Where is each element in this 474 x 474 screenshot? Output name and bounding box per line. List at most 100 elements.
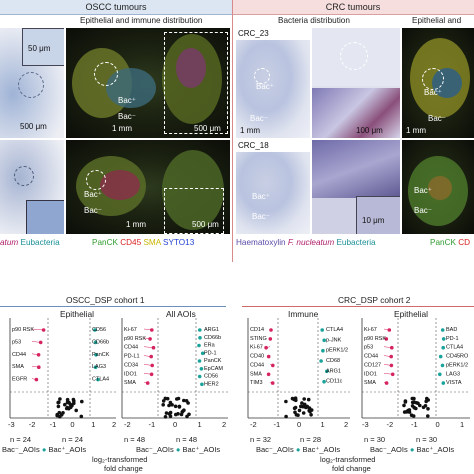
volcano-point-up [94,353,98,357]
volcano-points [34,328,446,419]
gene-leader-line [269,381,273,384]
gene-label: CD44 [12,352,26,358]
oscc-brightfield-panel-top: 50 μm 500 μm [0,28,64,138]
legend-fnuc-partial: atum [0,238,19,247]
plot3-n-left: n = 32 [250,435,272,444]
bac-minus-label-1: Bac⁻ [118,112,137,121]
scale-500um-b: 500 μm [194,124,221,133]
volcano-point-ns [175,397,179,401]
volcano-point-ns [423,404,428,408]
legend-eubacteria: Eubacteria [20,238,60,247]
volcano-point-ns [426,414,430,418]
volcano-point-ns [425,396,429,401]
legend-bac-minus-2: Bac⁻_AOIs [136,445,174,454]
volcano-point-ns [57,400,61,405]
gene-label: HER2 [204,381,219,387]
volcano-point-ns [176,412,180,416]
gene-label: p-JNK [326,337,342,343]
gene-label: Ki-67 [250,345,263,351]
volcano-point-ns [293,405,298,410]
gene-label: IDO1 [364,371,377,377]
gene-label: CD56 [92,327,106,333]
volcano-point-ns [59,413,64,417]
gene-leader-line [31,341,41,343]
volcano-point-ns [426,407,430,411]
bac-minus-label-2: Bac⁻ [84,206,103,215]
volcano-point-ns [304,405,308,410]
volcano-point-down [38,340,43,345]
legend-cd-crc: CD [458,238,471,247]
gene-label: CD127 [364,362,381,368]
gene-label: VISTA [446,380,462,386]
gene-label: TIM3 [250,380,263,386]
gene-label: PD-L1 [124,354,140,360]
gene-label: LAG3 [92,364,106,370]
volcano-point-ns [57,410,62,415]
gene-leader-line [143,346,154,348]
volcano-point-down [148,337,152,341]
volcano-point-ns [300,401,304,405]
volcano-point-ns [177,405,182,409]
legend-bac-plus-1: Bac⁺_AOIs [48,445,87,454]
x-tick-label: -2 [28,420,36,429]
bac-plus-label-2: Bac⁺ [84,190,103,199]
volcano-point-ns [403,400,408,404]
x-tick-label: -3 [8,420,15,429]
bac-minus-label-3: Bac⁻ [250,114,269,123]
gene-leader-line [383,337,387,340]
volcano-point-ns [64,406,69,411]
volcano-point-ns [179,412,184,417]
legend-bac-minus-1: Bac⁻_AOIs [2,445,40,454]
oscc-cohort-line [0,306,226,307]
legend-syto13: SYTO13 [163,238,195,247]
gene-leader-line [143,328,152,331]
volcano-point-up [321,348,325,353]
gene-label: PanCK [92,352,110,358]
gene-label: PD-1 [446,336,459,342]
volcano-point-up [197,343,201,348]
crc-stain-legend-right: PanCK CD [430,238,470,247]
gene-leader-line [143,337,151,340]
plot4-title: Epithelial [394,309,428,319]
gene-leader-line [268,355,271,357]
legend-bac-minus-3: Bac⁻_AOIs [256,445,294,454]
volcano-point-up [320,328,325,332]
volcano-point-ns [402,403,406,408]
plot2-legend: Bac⁻_AOIs ● Bac⁺_AOIs [136,445,221,454]
volcano-point-up [198,336,202,340]
oscc-stain-legend-left: atum Eubacteria [0,238,60,247]
gene-label: CD66b [92,339,109,345]
gene-leader-line [31,328,44,331]
gene-label: CD68 [326,358,340,364]
oscc-tumours-header: OSCC tumours [0,0,232,15]
gene-label: ERa [204,343,216,349]
gene-leader-line [269,328,272,331]
x-tick-label: -1 [411,420,418,429]
xlabel-oscc-1: log₂-transformed [92,455,148,464]
legend-bac-plus-4: Bac⁺_AOIs [416,445,455,454]
gene-leader-line [268,373,271,375]
oscc-header-text: OSCC tumours [85,2,147,12]
volcano-point-ns [66,400,70,405]
scale-500um-a: 500 μm [20,122,47,131]
gene-label: CD34 [124,362,138,368]
gene-leader-line [31,378,37,380]
plot4-n-right: n = 30 [416,435,438,444]
volcano-point-ns [170,403,174,407]
volcano-point-ns [58,397,62,401]
gene-label: pERK1/2 [326,348,348,354]
bac-minus-label-6: Bac⁻ [414,206,433,215]
gene-leader-line [31,353,39,356]
x-tick-label: -2 [250,420,257,429]
volcano-point-down [390,372,395,377]
legend-bac-minus-4: Bac⁻_AOIs [370,445,408,454]
gene-label: PanCK [204,358,222,364]
volcano-point-down [150,363,154,368]
gene-label: p90 RSK [124,336,146,342]
plot1-n-left: n = 24 [10,435,32,444]
plot2-n-right: n = 48 [176,435,198,444]
xlabel-crc-2: fold change [332,464,371,473]
plot3-n-right: n = 28 [300,435,322,444]
legend-sma: SMA [143,238,161,247]
bac-plus-label-4: Bac⁺ [252,192,271,201]
